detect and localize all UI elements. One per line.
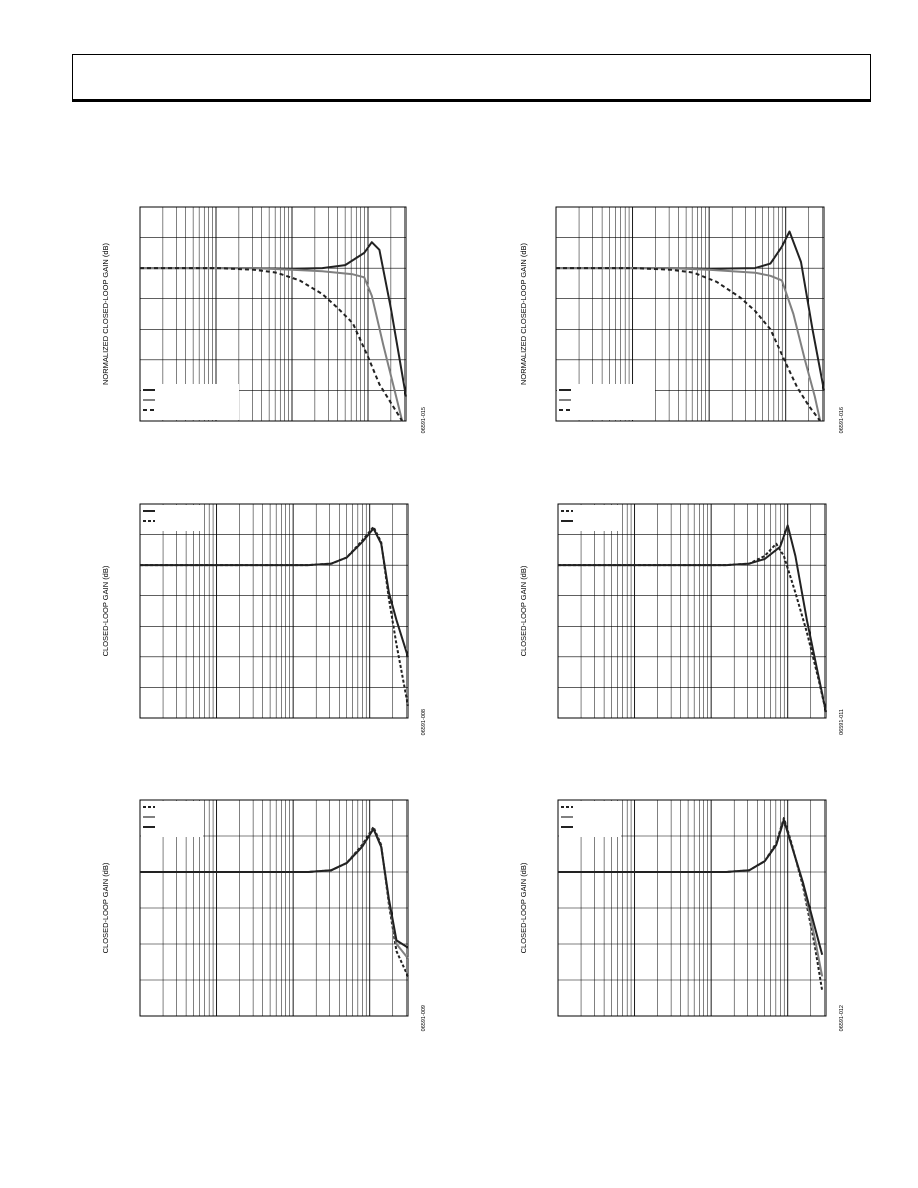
- chart-p4: CLOSED-LOOP GAIN (dB) 06591-011: [519, 503, 845, 735]
- figure-id: 06591-015: [421, 407, 427, 433]
- grid: [558, 800, 826, 1016]
- series-line-3: [140, 267, 404, 422]
- legend-box: [559, 801, 621, 837]
- series-line-2: [140, 525, 409, 706]
- grid: [556, 207, 824, 421]
- page-header-box: [72, 54, 871, 102]
- legend-box: [557, 384, 655, 420]
- y-axis-label: NORMALIZED CLOSED-LOOP GAIN (dB): [519, 243, 528, 385]
- series-line-2: [140, 267, 404, 422]
- series-line-2: [558, 524, 827, 713]
- y-axis-label: NORMALIZED CLOSED-LOOP GAIN (dB): [101, 243, 110, 385]
- figure-id: 06591-011: [839, 709, 845, 735]
- legend-box: [559, 505, 621, 531]
- series-line-3: [140, 827, 409, 949]
- chart-p6: CLOSED-LOOP GAIN (dB) 06591-012: [519, 799, 845, 1031]
- chart-p3: CLOSED-LOOP GAIN (dB) 06591-008: [101, 503, 427, 735]
- y-axis-label: CLOSED-LOOP GAIN (dB): [519, 862, 528, 953]
- series-line-2: [556, 267, 822, 422]
- y-axis-label: CLOSED-LOOP GAIN (dB): [101, 565, 110, 656]
- chart-p2: NORMALIZED CLOSED-LOOP GAIN (dB) 06591-01…: [519, 206, 845, 433]
- figure-id: 06591-009: [421, 1005, 427, 1031]
- y-axis-label: CLOSED-LOOP GAIN (dB): [101, 862, 110, 953]
- series-line-3: [558, 818, 824, 956]
- figure-id: 06591-016: [839, 407, 845, 433]
- chart-p5: CLOSED-LOOP GAIN (dB) 06591-009: [101, 799, 427, 1031]
- y-axis-label: CLOSED-LOOP GAIN (dB): [519, 565, 528, 656]
- plot-frame: [557, 503, 827, 719]
- grid: [558, 504, 826, 718]
- legend-box: [141, 801, 203, 837]
- legend-box: [141, 505, 203, 531]
- legend-box: [141, 384, 239, 420]
- figure-id: 06591-008: [421, 709, 427, 735]
- grid: [140, 504, 408, 718]
- figure-id: 06591-012: [839, 1005, 845, 1031]
- chart-p1: NORMALIZED CLOSED-LOOP GAIN (dB) 06591-01…: [101, 206, 427, 433]
- series-line-3: [556, 267, 821, 422]
